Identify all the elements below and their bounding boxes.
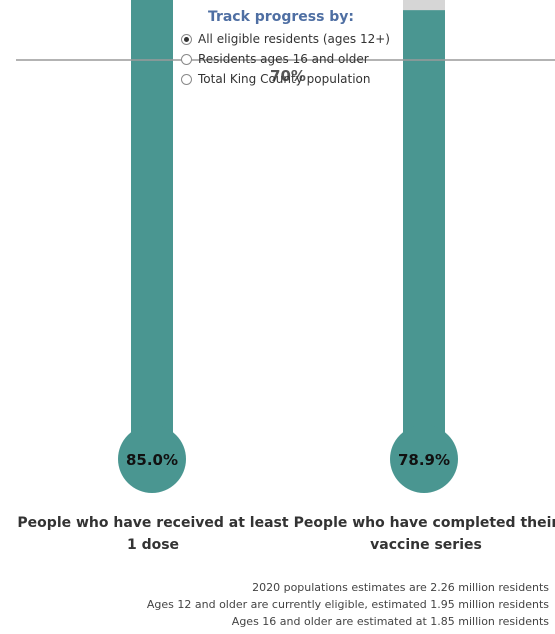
radio-button-icon[interactable] [181,33,192,45]
radio-label: Residents ages 16 and older [198,52,369,66]
radio-label: Total King County population [198,72,371,86]
footnotes: 2020 populations estimates are 2.26 mill… [147,579,549,630]
category-label-1-line-2: 1 dose [126,537,180,553]
radio-label: All eligible residents (ages 12+) [198,32,390,46]
data-label-2: 78.9% [398,451,450,469]
category-label-1: People who have received at least 1 dose [12,512,294,556]
track-progress-title: Track progress by: [207,9,355,25]
radio-option-eligible[interactable]: All eligible residents (ages 12+) [181,29,411,49]
category-label-1-line-1: People who have received at least [17,515,289,531]
track-progress-panel: Track progress by: All eligible resident… [181,9,411,89]
bar-fill-2[interactable] [403,10,445,452]
footnote-2: Ages 12 and older are currently eligible… [146,598,549,611]
footnote-3: Ages 16 and older are estimated at 1.85 … [231,615,549,628]
category-label-2-line-2: vaccine series [370,537,482,553]
data-label-1: 85.0% [126,451,178,469]
radio-option-total-population[interactable]: Total King County population [181,69,411,89]
radio-button-icon[interactable] [181,73,192,85]
footnote-1: 2020 populations estimates are 2.26 mill… [252,581,549,594]
bar-fill-1[interactable] [131,0,173,452]
bulb-1[interactable] [118,425,186,493]
bulb-2[interactable] [390,425,458,493]
category-label-2-line-1: People who have completed their [293,515,555,531]
reference-line-label: 70% [270,67,306,85]
radio-button-icon[interactable] [181,53,192,65]
radio-option-16-older[interactable]: Residents ages 16 and older [181,49,411,69]
category-label-2: People who have completed their vaccine … [290,512,555,556]
